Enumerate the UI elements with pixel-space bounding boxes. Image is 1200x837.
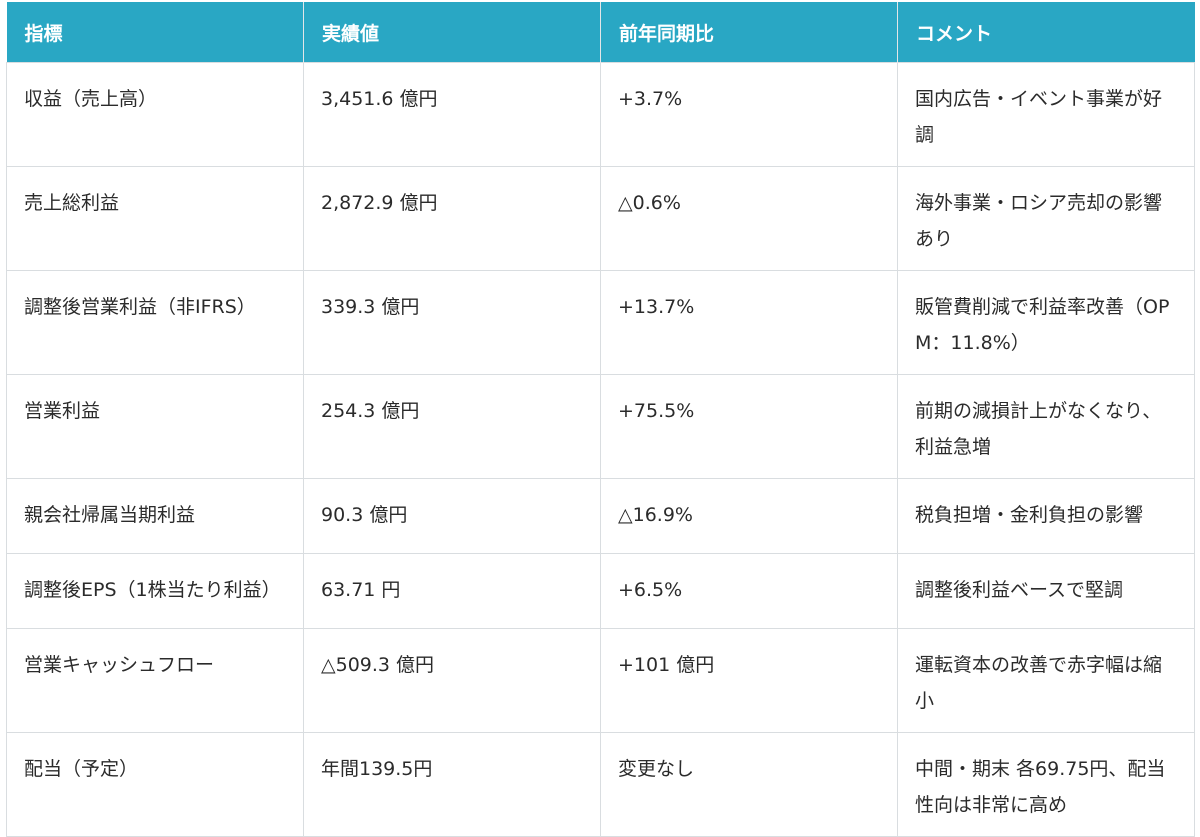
cell-metric: 営業キャッシュフロー <box>6 628 304 733</box>
cell-actual-value: 3,451.6 億円 <box>303 62 601 167</box>
table-body: 収益（売上高） 3,451.6 億円 +3.7% 国内広告・イベント事業が好調 … <box>6 62 1195 837</box>
cell-comment: 前期の減損計上がなくなり、利益急増 <box>897 374 1195 479</box>
cell-yoy: △0.6% <box>600 166 898 271</box>
cell-actual-value: 2,872.9 億円 <box>303 166 601 271</box>
cell-yoy: +75.5% <box>600 374 898 479</box>
cell-metric: 調整後EPS（1株当たり利益） <box>6 553 304 629</box>
cell-actual-value: 339.3 億円 <box>303 270 601 375</box>
cell-yoy: +6.5% <box>600 553 898 629</box>
header-row: 指標 実績値 前年同期比 コメント <box>6 2 1195 63</box>
cell-comment: 中間・期末 各69.75円、配当性向は非常に高め <box>897 732 1195 837</box>
table-row: 収益（売上高） 3,451.6 億円 +3.7% 国内広告・イベント事業が好調 <box>6 62 1195 167</box>
table-row: 調整後EPS（1株当たり利益） 63.71 円 +6.5% 調整後利益ベースで堅… <box>6 553 1195 629</box>
header-metric: 指標 <box>6 2 304 63</box>
table-row: 売上総利益 2,872.9 億円 △0.6% 海外事業・ロシア売却の影響あり <box>6 166 1195 271</box>
cell-actual-value: 90.3 億円 <box>303 478 601 554</box>
cell-comment: 国内広告・イベント事業が好調 <box>897 62 1195 167</box>
cell-comment: 運転資本の改善で赤字幅は縮小 <box>897 628 1195 733</box>
cell-comment: 税負担増・金利負担の影響 <box>897 478 1195 554</box>
header-comment: コメント <box>897 2 1195 63</box>
cell-actual-value: △509.3 億円 <box>303 628 601 733</box>
header-actual-value: 実績値 <box>303 2 601 63</box>
cell-metric: 売上総利益 <box>6 166 304 271</box>
cell-metric: 親会社帰属当期利益 <box>6 478 304 554</box>
cell-actual-value: 年間139.5円 <box>303 732 601 837</box>
cell-yoy: △16.9% <box>600 478 898 554</box>
cell-metric: 営業利益 <box>6 374 304 479</box>
financial-summary-table-wrapper: 指標 実績値 前年同期比 コメント 収益（売上高） 3,451.6 億円 +3.… <box>6 2 1195 837</box>
table-row: 営業キャッシュフロー △509.3 億円 +101 億円 運転資本の改善で赤字幅… <box>6 628 1195 733</box>
cell-metric: 収益（売上高） <box>6 62 304 167</box>
table-row: 親会社帰属当期利益 90.3 億円 △16.9% 税負担増・金利負担の影響 <box>6 478 1195 554</box>
cell-yoy: +13.7% <box>600 270 898 375</box>
table-row: 調整後営業利益（非IFRS） 339.3 億円 +13.7% 販管費削減で利益率… <box>6 270 1195 375</box>
cell-yoy: 変更なし <box>600 732 898 837</box>
table-header: 指標 実績値 前年同期比 コメント <box>6 2 1195 63</box>
cell-comment: 販管費削減で利益率改善（OPM：11.8%） <box>897 270 1195 375</box>
cell-comment: 調整後利益ベースで堅調 <box>897 553 1195 629</box>
cell-yoy: +101 億円 <box>600 628 898 733</box>
table-row: 配当（予定） 年間139.5円 変更なし 中間・期末 各69.75円、配当性向は… <box>6 732 1195 837</box>
header-yoy: 前年同期比 <box>600 2 898 63</box>
financial-summary-table: 指標 実績値 前年同期比 コメント 収益（売上高） 3,451.6 億円 +3.… <box>6 2 1195 837</box>
cell-metric: 配当（予定） <box>6 732 304 837</box>
cell-comment: 海外事業・ロシア売却の影響あり <box>897 166 1195 271</box>
cell-metric: 調整後営業利益（非IFRS） <box>6 270 304 375</box>
cell-actual-value: 63.71 円 <box>303 553 601 629</box>
cell-yoy: +3.7% <box>600 62 898 167</box>
table-row: 営業利益 254.3 億円 +75.5% 前期の減損計上がなくなり、利益急増 <box>6 374 1195 479</box>
cell-actual-value: 254.3 億円 <box>303 374 601 479</box>
